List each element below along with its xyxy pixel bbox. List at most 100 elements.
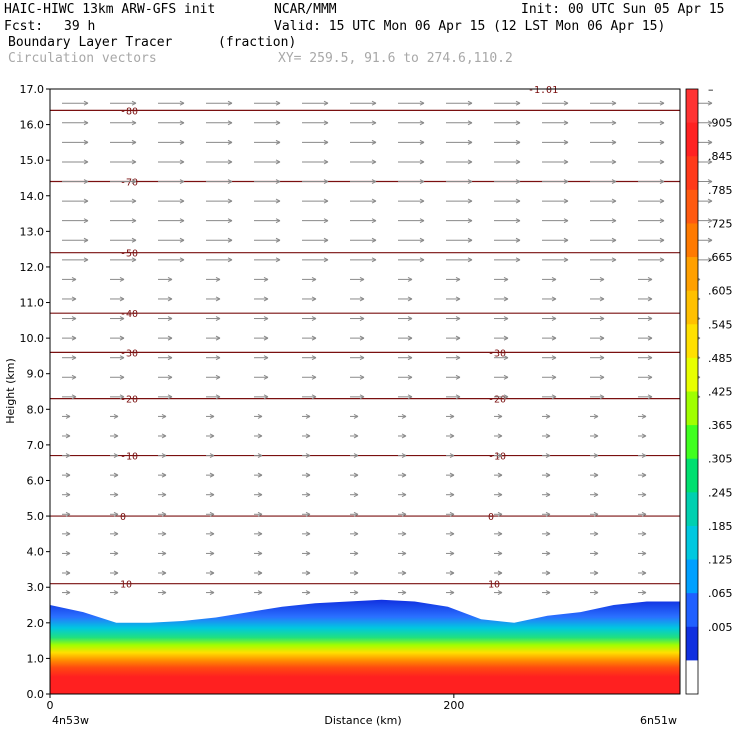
vector-arrow-head: [131, 139, 137, 145]
contour-label: 10: [120, 580, 132, 591]
vector-arrow-head: [161, 550, 167, 556]
vector-arrow-head: [71, 374, 77, 380]
vector-arrow-head: [311, 276, 317, 282]
vector-arrow-head: [179, 120, 185, 126]
vector-arrow-head: [119, 316, 125, 321]
vector-arrow-head: [131, 100, 137, 106]
vector-arrow-head: [305, 413, 311, 419]
vector-arrow-head: [599, 355, 605, 361]
vector-arrow-head: [353, 550, 359, 556]
vector-arrow-head: [167, 335, 173, 341]
vector-arrow-head: [65, 570, 71, 576]
colorbar-label: .065: [708, 587, 733, 600]
vector-arrow-head: [209, 413, 215, 419]
vector-arrow-head: [467, 179, 473, 184]
vector-arrow-head: [353, 413, 359, 419]
colorbar-swatch: [686, 223, 698, 258]
y-tick-label: 3.0: [27, 581, 45, 594]
vector-arrow-head: [161, 413, 167, 419]
vector-arrow-head: [113, 570, 119, 576]
vector-arrow-head: [65, 433, 71, 439]
vector-arrow-head: [311, 355, 317, 361]
vector-arrow-head: [353, 511, 359, 517]
vector-arrow-head: [257, 472, 263, 478]
vector-arrow-head: [551, 276, 557, 282]
vector-arrow-head: [545, 413, 551, 419]
vector-arrow-head: [323, 159, 329, 165]
vector-arrow-head: [497, 472, 503, 478]
vector-arrow-head: [311, 374, 317, 380]
vector-arrow-head: [167, 394, 173, 400]
vector-arrow-head: [545, 570, 551, 576]
vector-arrow-head: [659, 139, 665, 145]
y-tick-label: 13.0: [20, 225, 45, 238]
vector-arrow-head: [359, 296, 365, 302]
vector-arrow-head: [563, 159, 569, 165]
vector-arrow-head: [599, 394, 605, 400]
vector-arrow-head: [161, 511, 167, 517]
vector-arrow-head: [449, 570, 455, 576]
colorbar-label: .125: [708, 554, 733, 567]
vector-arrow-head: [467, 159, 473, 165]
vector-arrow-head: [305, 433, 311, 439]
vector-arrow-head: [407, 316, 413, 321]
vector-arrow-head: [563, 198, 569, 204]
vector-arrow-head: [467, 198, 473, 204]
vector-arrow-head: [707, 179, 713, 184]
y-tick-label: 15.0: [20, 154, 45, 167]
vector-arrow-head: [275, 218, 281, 224]
vector-arrow-head: [611, 159, 617, 165]
vector-arrow-head: [323, 198, 329, 204]
vector-arrow-head: [659, 218, 665, 224]
vector-arrow-head: [167, 296, 173, 302]
vector-arrow-head: [179, 139, 185, 145]
vector-arrow-head: [353, 492, 359, 498]
contour-label: -10: [120, 452, 138, 463]
vector-arrow-head: [353, 472, 359, 478]
boundary-layer-fill: [50, 599, 680, 694]
vector-arrow-head: [353, 433, 359, 439]
vector-arrow-head: [305, 550, 311, 556]
vector-arrow-head: [113, 590, 119, 596]
vector-arrow-head: [359, 276, 365, 282]
y-tick-label: 14.0: [20, 190, 45, 203]
vector-arrow-head: [449, 472, 455, 478]
colorbar-label: .905: [708, 117, 733, 130]
vector-arrow-head: [263, 374, 269, 380]
vector-arrow-head: [599, 374, 605, 380]
vector-arrow-head: [209, 531, 215, 537]
vector-arrow-head: [65, 531, 71, 537]
vector-arrow-head: [503, 335, 509, 341]
vector-arrow-head: [599, 316, 605, 321]
vector-arrow-head: [371, 257, 377, 263]
vector-arrow-head: [305, 492, 311, 498]
vector-arrow-head: [311, 316, 317, 321]
vector-arrow-head: [647, 276, 653, 282]
vector-arrow-head: [497, 413, 503, 419]
left-endpoint-label: 4n53w: [52, 714, 89, 727]
colorbar-frame: [685, 88, 699, 695]
colorbar-label: –: [708, 83, 714, 96]
vector-arrow-head: [599, 276, 605, 282]
vector-arrow-head: [263, 276, 269, 282]
colorbar-label: .665: [708, 251, 733, 264]
vector-arrow-head: [65, 472, 71, 478]
contour-label: -40: [120, 309, 138, 320]
vector-arrow-head: [263, 335, 269, 341]
vector-arrow-head: [563, 237, 569, 243]
vector-arrow-head: [455, 394, 461, 400]
vector-arrow-head: [503, 316, 509, 321]
vector-arrow-head: [467, 100, 473, 106]
vector-arrow-head: [545, 531, 551, 537]
vector-arrow-head: [515, 139, 521, 145]
vector-arrow-head: [227, 179, 233, 184]
vector-arrow-head: [65, 511, 71, 517]
vector-arrow-head: [467, 218, 473, 224]
vector-arrow-head: [119, 296, 125, 302]
model-title: HAIC-HIWC 13km ARW-GFS init: [4, 2, 216, 17]
colorbar-swatch: [686, 660, 698, 695]
colorbar-label: .545: [708, 318, 733, 331]
vector-arrow-head: [371, 237, 377, 243]
vector-arrow-head: [593, 531, 599, 537]
vector-arrow-head: [83, 159, 89, 165]
